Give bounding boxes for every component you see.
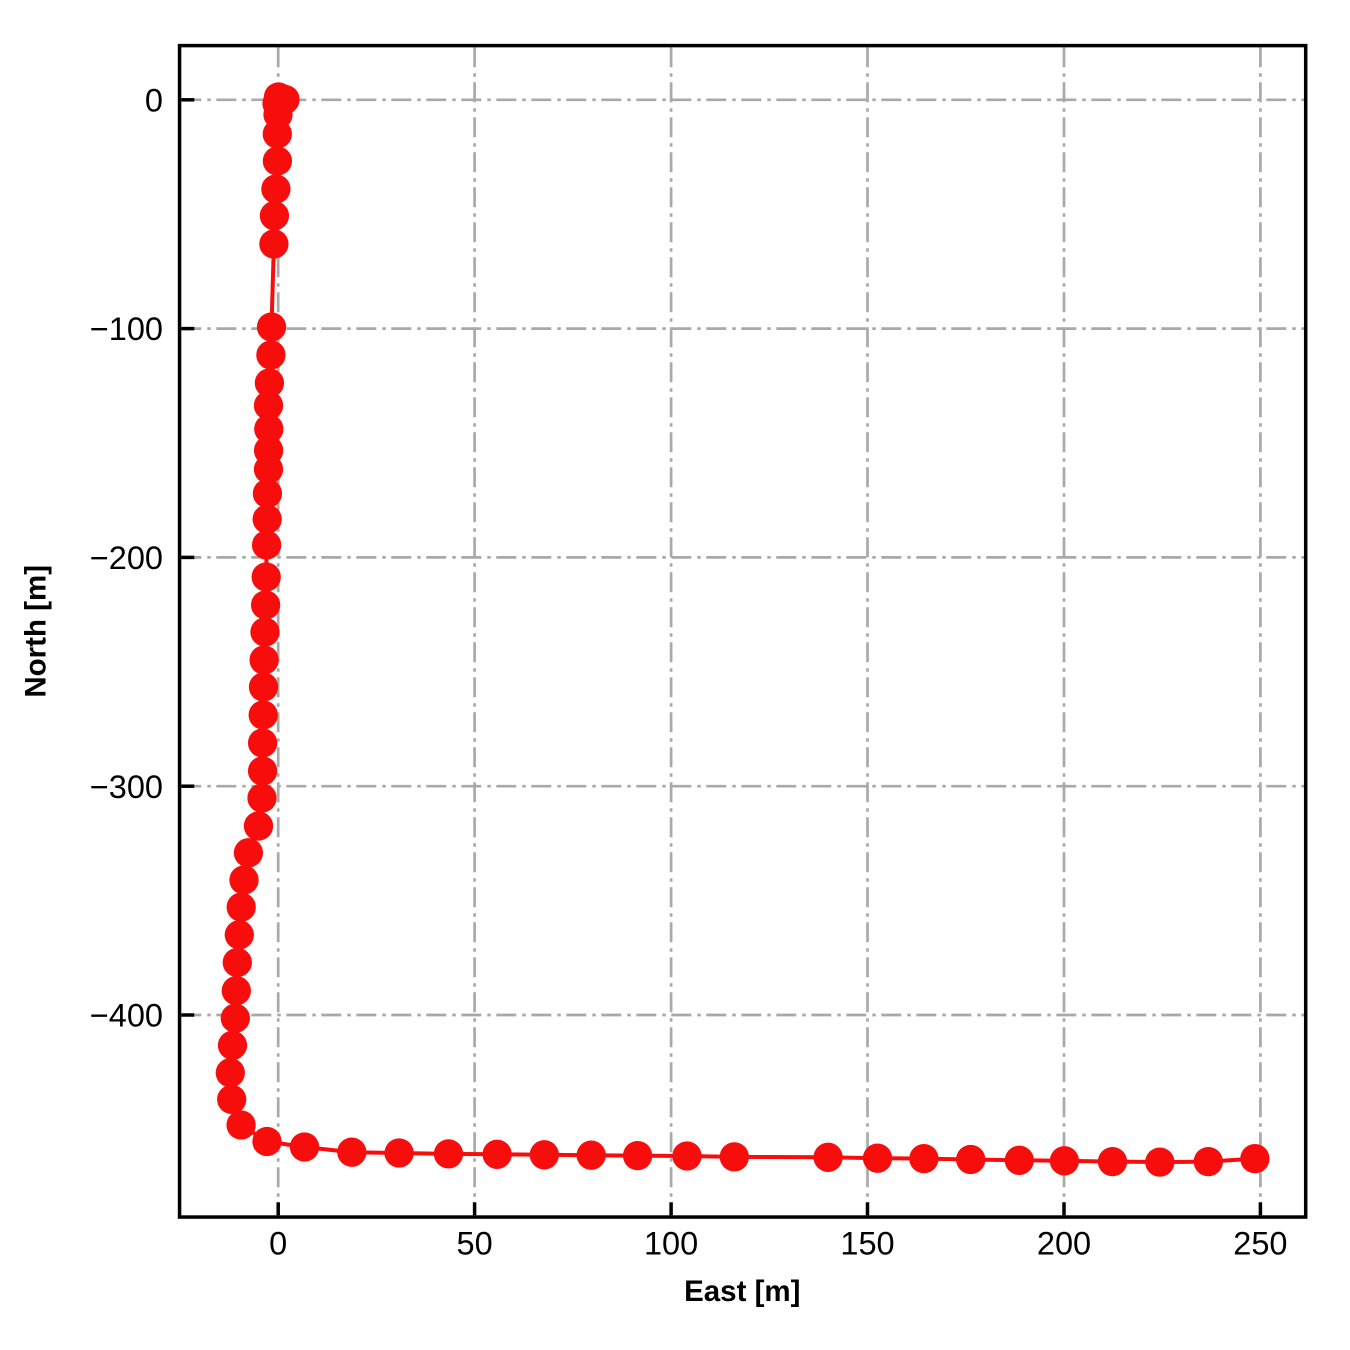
svg-text:100: 100 xyxy=(644,1225,698,1261)
svg-text:−300: −300 xyxy=(90,769,163,805)
svg-text:East [m]: East [m] xyxy=(684,1275,800,1308)
svg-text:North [m]: North [m] xyxy=(20,565,53,698)
svg-text:200: 200 xyxy=(1037,1225,1091,1261)
svg-text:50: 50 xyxy=(457,1225,493,1261)
svg-text:−100: −100 xyxy=(90,311,163,347)
svg-text:150: 150 xyxy=(840,1225,894,1261)
svg-text:0: 0 xyxy=(269,1225,287,1261)
svg-text:−400: −400 xyxy=(90,998,163,1034)
svg-text:0: 0 xyxy=(145,82,163,118)
svg-text:−200: −200 xyxy=(90,540,163,576)
svg-text:250: 250 xyxy=(1233,1225,1287,1261)
